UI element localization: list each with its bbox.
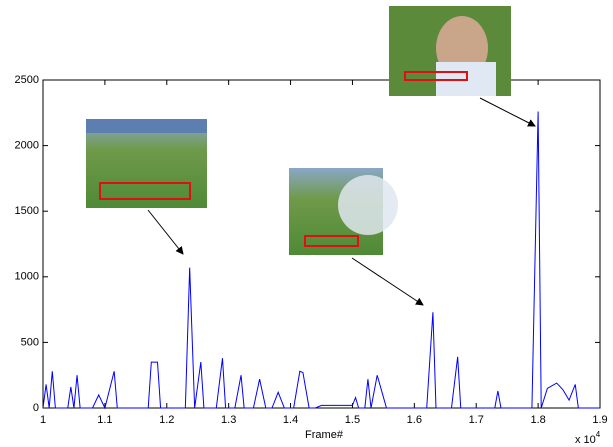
inset-image — [86, 119, 207, 208]
y-tick-label: 500 — [21, 336, 39, 348]
y-tick-label: 0 — [33, 402, 39, 414]
x-tick-label: 1 — [40, 414, 46, 426]
inset-image — [389, 6, 511, 96]
x-tick-label: 1.4 — [283, 414, 298, 426]
x-tick-label: 1.2 — [159, 414, 174, 426]
data-line — [42, 111, 600, 410]
x-tick-label: 1.5 — [345, 414, 360, 426]
x-tick-label: 1.8 — [530, 414, 545, 426]
plot-frame — [42, 79, 601, 409]
x-tick-label: 1.7 — [469, 414, 484, 426]
x-axis-label: Frame# — [305, 429, 344, 441]
arrow — [479, 97, 536, 127]
x-tick-label: 1.1 — [97, 414, 112, 426]
arrow — [351, 257, 424, 306]
y-tick-label: 2000 — [15, 140, 39, 152]
inset-image — [289, 168, 398, 255]
y-tick-label: 1500 — [15, 205, 39, 217]
y-tick-label: 1000 — [15, 271, 39, 283]
x-scale-label: x 104 — [575, 430, 601, 446]
y-tick-label: 2500 — [15, 74, 39, 86]
x-tick-label: 1.9 — [592, 414, 607, 426]
arrow — [147, 209, 184, 255]
x-tick-label: 1.3 — [221, 414, 236, 426]
x-tick-label: 1.6 — [407, 414, 422, 426]
